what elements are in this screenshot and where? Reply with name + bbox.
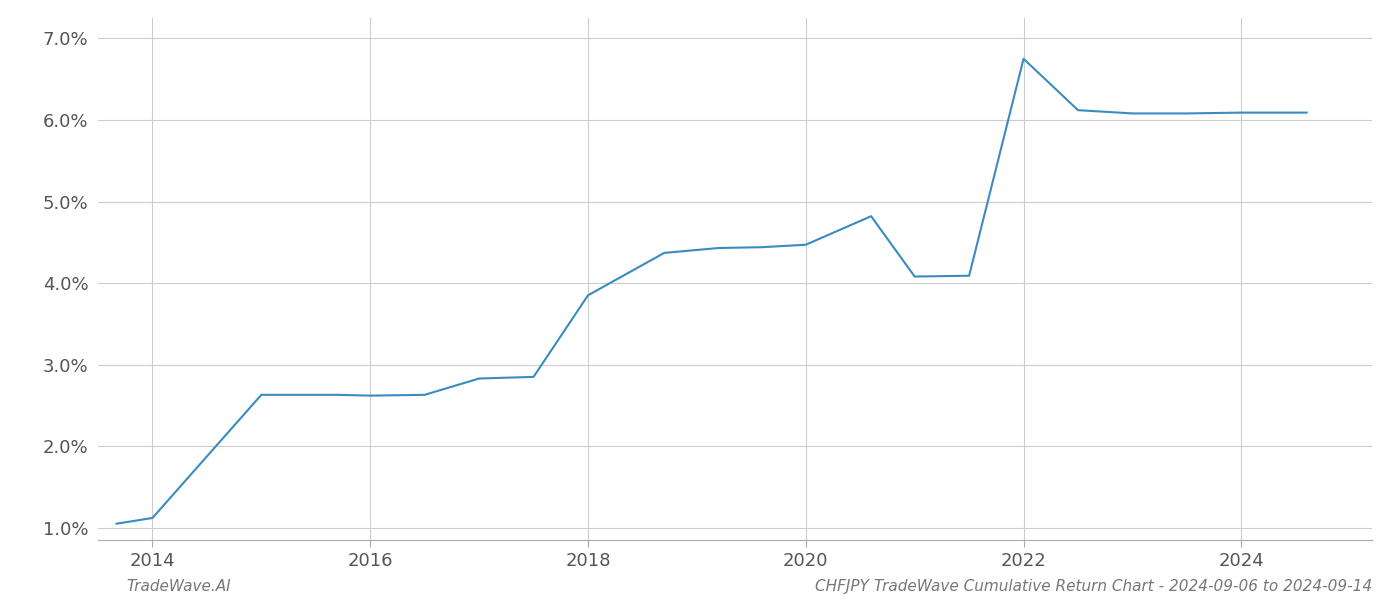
Text: TradeWave.AI: TradeWave.AI: [126, 579, 231, 594]
Text: CHFJPY TradeWave Cumulative Return Chart - 2024-09-06 to 2024-09-14: CHFJPY TradeWave Cumulative Return Chart…: [815, 579, 1372, 594]
